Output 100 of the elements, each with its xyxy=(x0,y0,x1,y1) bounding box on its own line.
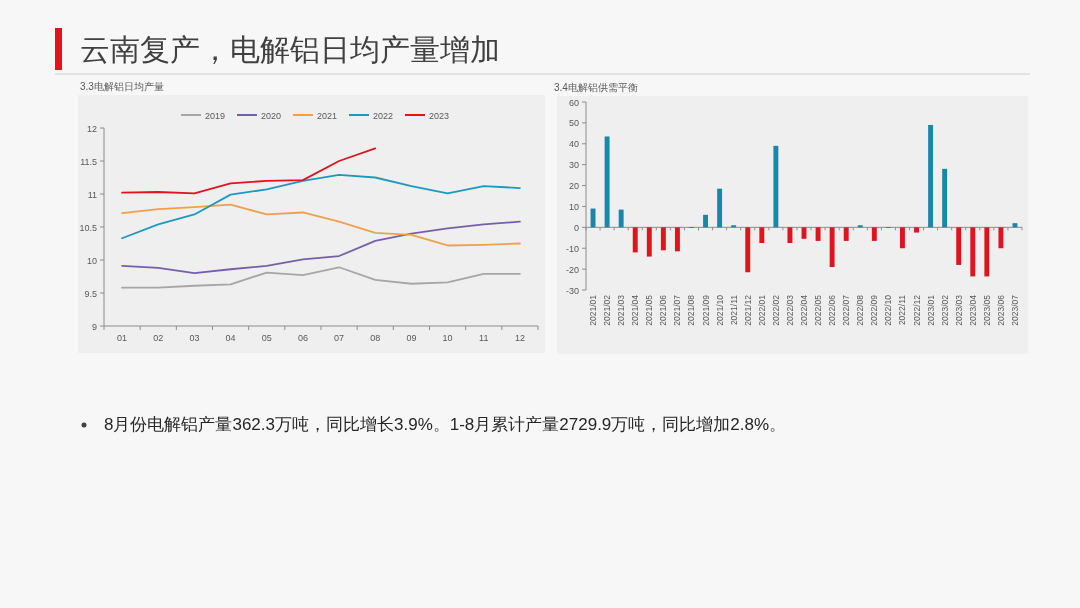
y-tick-label: 9.5 xyxy=(84,288,97,299)
y-tick-label: -10 xyxy=(565,243,579,254)
y-tick-label: 50 xyxy=(568,118,579,129)
bar xyxy=(618,209,624,228)
y-tick-label: 10.5 xyxy=(79,222,97,233)
bar xyxy=(928,124,934,228)
x-tick-label: 05 xyxy=(261,333,272,343)
bar xyxy=(745,227,751,273)
bar xyxy=(914,227,919,233)
x-tick-label: 2023/04 xyxy=(967,294,978,326)
y-tick-label: -20 xyxy=(565,264,579,275)
line-series xyxy=(121,203,521,247)
bar xyxy=(674,227,680,252)
bar xyxy=(956,227,962,265)
bar xyxy=(829,227,835,268)
bar xyxy=(632,227,638,253)
line-series xyxy=(121,147,377,195)
x-tick-label: 2021/06 xyxy=(658,294,669,326)
x-tick-label: 2021/04 xyxy=(630,294,641,326)
x-tick-label: 08 xyxy=(370,333,381,343)
y-tick-label: 11 xyxy=(87,189,97,200)
line-series xyxy=(121,266,521,289)
x-tick-label: 2023/06 xyxy=(995,294,1006,326)
x-tick-label: 2022/02 xyxy=(770,294,781,326)
x-tick-label: 2023/03 xyxy=(953,294,964,326)
bar xyxy=(787,227,793,243)
x-tick-label: 03 xyxy=(189,333,200,343)
x-tick-label: 2023/05 xyxy=(981,294,992,326)
bar xyxy=(759,227,765,243)
x-tick-label: 2023/07 xyxy=(1009,294,1020,326)
y-tick-label: -30 xyxy=(565,285,579,296)
bar xyxy=(660,227,666,251)
bar xyxy=(970,227,976,277)
y-tick-label: 10 xyxy=(86,255,97,266)
x-tick-label: 2022/11 xyxy=(897,294,908,326)
chart-title: 3.4电解铝供需平衡 xyxy=(554,82,638,93)
bar xyxy=(604,136,610,228)
bar xyxy=(731,225,737,228)
y-tick-label: 11.5 xyxy=(80,156,97,167)
x-tick-label: 2021/08 xyxy=(686,294,697,326)
x-tick-label: 12 xyxy=(514,333,525,343)
x-tick-label: 2021/05 xyxy=(644,294,655,326)
x-tick-label: 2021/09 xyxy=(700,294,711,326)
x-tick-label: 2022/10 xyxy=(883,294,894,326)
x-tick-label: 09 xyxy=(406,333,417,343)
bar xyxy=(843,227,849,241)
x-tick-label: 2022/05 xyxy=(813,294,824,326)
line-series xyxy=(121,220,521,275)
text: 云南复产，电解铝日均产量增加 xyxy=(80,33,500,66)
y-tick-label: 30 xyxy=(568,160,579,171)
x-tick-label: 2022/09 xyxy=(869,294,880,326)
legend-label: 2021 xyxy=(317,110,338,121)
x-tick-label: 2023/02 xyxy=(939,294,950,326)
bar xyxy=(773,145,779,228)
x-tick-label: 2021/07 xyxy=(672,294,683,326)
x-tick-label: 06 xyxy=(297,333,308,343)
x-tick-label: 2022/07 xyxy=(841,294,852,326)
x-tick-label: 2022/08 xyxy=(855,294,866,326)
x-tick-label: 2022/06 xyxy=(827,294,838,326)
x-tick-label: 11 xyxy=(479,333,489,343)
legend-label: 2022 xyxy=(373,110,394,121)
legend-label: 2023 xyxy=(429,110,450,121)
bar xyxy=(703,214,709,228)
x-tick-label: 2022/03 xyxy=(784,294,795,326)
legend-label: 2019 xyxy=(205,110,226,121)
y-tick-label: 10 xyxy=(568,201,579,212)
x-tick-label: 2022/04 xyxy=(799,294,809,326)
y-tick-label: 12 xyxy=(86,123,97,134)
bar xyxy=(871,227,877,241)
bar xyxy=(984,227,990,277)
chart-title: 3.3电解铝日均产量 xyxy=(80,81,164,92)
bar xyxy=(646,227,652,257)
x-tick-label: 2022/12 xyxy=(911,294,922,326)
bar xyxy=(998,227,1004,249)
bar xyxy=(815,227,821,241)
x-tick-label: 2021/03 xyxy=(616,294,627,326)
x-tick-label: 02 xyxy=(153,333,164,343)
x-tick-label: 2022/01 xyxy=(756,294,767,326)
bar xyxy=(899,227,905,249)
y-tick-label: 0 xyxy=(573,222,579,233)
bar xyxy=(942,168,948,228)
text: 8月份电解铝产量362.3万吨，同比增长3.9%。1-8月累计产量2729.9万吨，同比增加2.8%。 xyxy=(104,415,787,434)
legend-label: 2020 xyxy=(261,110,282,121)
bar xyxy=(857,225,863,228)
y-tick-label: 60 xyxy=(568,97,579,108)
x-tick-label: 2021/12 xyxy=(742,294,753,326)
x-tick-label: 2021/01 xyxy=(588,294,599,326)
x-tick-label: 2021/10 xyxy=(714,294,725,326)
line-series xyxy=(121,173,521,240)
x-tick-label: 10 xyxy=(442,333,453,343)
x-tick-label: 07 xyxy=(334,333,345,343)
y-tick-label: 9 xyxy=(91,321,97,332)
y-tick-label: 20 xyxy=(568,181,579,192)
x-tick-label: 2021/11 xyxy=(728,294,739,326)
x-tick-label: 01 xyxy=(117,333,128,343)
bar xyxy=(717,188,723,228)
x-tick-label: 2023/01 xyxy=(925,294,936,326)
x-tick-label: 2021/02 xyxy=(602,294,613,326)
x-tick-label: 04 xyxy=(225,333,236,343)
y-tick-label: 40 xyxy=(568,139,579,150)
